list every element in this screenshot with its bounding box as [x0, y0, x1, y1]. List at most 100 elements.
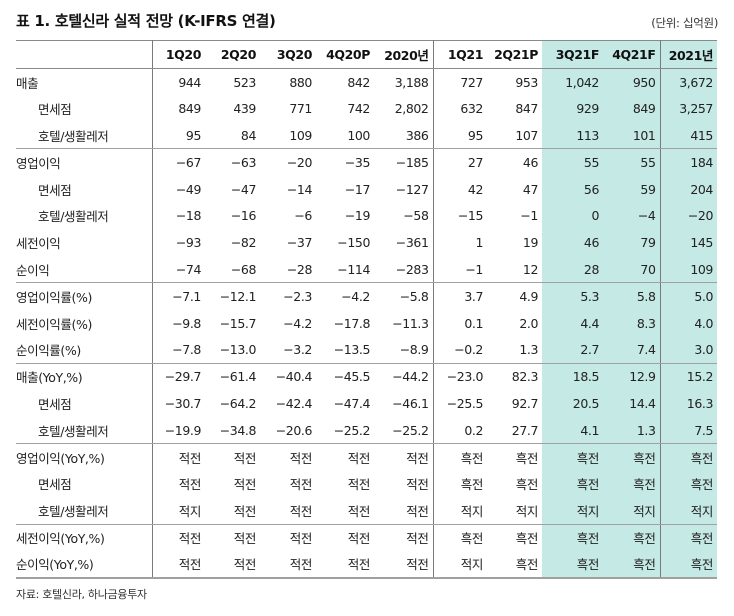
- row-label: 면세점: [16, 390, 153, 417]
- value-cell: 흑전: [460, 450, 484, 466]
- value-cell: 적전: [178, 450, 202, 466]
- value-cell: 109: [260, 122, 316, 150]
- value-cell: −61.4: [219, 369, 257, 385]
- value-cell: 771: [289, 101, 312, 117]
- value-cell: 흑전: [515, 477, 539, 493]
- value-cell: −16: [230, 208, 257, 224]
- value-cell: 14.4: [603, 390, 661, 417]
- value-cell: −1: [433, 256, 487, 284]
- value-cell: 12.9: [603, 363, 661, 391]
- value-cell: −11.3: [374, 309, 434, 337]
- value-cell: −17: [344, 181, 371, 197]
- table-row: 세전이익률(%) −9.8 −15.7 −4.2 −17.8 −11.3 0.1 2.0 4.4…: [16, 309, 717, 337]
- value-cell: 100: [316, 122, 374, 150]
- value-cell: 적전: [289, 450, 313, 466]
- value-cell: 950: [603, 68, 661, 96]
- col-header: 3Q20: [260, 40, 316, 69]
- value-cell: 847: [515, 101, 538, 117]
- value-cell: −82: [230, 235, 257, 251]
- value-cell: −46.1: [374, 390, 434, 417]
- table-row: 호텔/생활레저 −19.9 −34.8 −20.6 −25.2 −25.2 0.2 27.7 4…: [16, 416, 717, 445]
- value-cell: −34.8: [205, 416, 260, 445]
- value-cell: −8.9: [374, 336, 434, 364]
- value-cell: 929: [542, 95, 603, 123]
- table-row: 순이익(YoY,%) 적전 적전 적전 적전 적전 적지 흑전 흑전 흑전 흑전: [16, 550, 717, 579]
- table-row: 순이익 −74 −68 −28 −114 −283 −1 12 28 70 109: [16, 256, 717, 284]
- value-cell: 2,802: [374, 95, 434, 123]
- value-cell: 56: [542, 175, 603, 203]
- value-cell: 415: [660, 122, 717, 150]
- value-cell: 55: [542, 148, 603, 176]
- value-cell: −19: [344, 208, 371, 224]
- value-cell: −13.5: [316, 336, 374, 364]
- value-cell: 2.7: [542, 336, 603, 364]
- value-cell: 적전: [178, 477, 202, 493]
- value-cell: −58: [374, 202, 434, 230]
- value-cell: 12: [487, 256, 542, 284]
- value-cell: −23.0: [446, 369, 484, 385]
- value-cell: 3,672: [660, 68, 717, 96]
- row-label: 면세점: [16, 470, 153, 498]
- value-cell: −29.7: [164, 369, 202, 385]
- value-cell: 적지: [433, 550, 487, 579]
- value-cell: 적지: [433, 497, 487, 525]
- col-header: 2020년: [374, 40, 434, 69]
- value-cell: 70: [603, 256, 661, 284]
- value-cell: 5.3: [542, 282, 603, 310]
- value-cell: −20: [660, 202, 717, 230]
- col-header: 1Q21: [433, 40, 487, 69]
- row-label: 세전이익: [16, 229, 153, 257]
- value-cell: 944: [178, 74, 201, 90]
- value-cell: −4.2: [341, 289, 370, 305]
- header-row: 1Q20 2Q20 3Q20 4Q20P 2020년 1Q21 2Q21P 3Q…: [16, 40, 717, 69]
- value-cell: 적전: [205, 497, 260, 525]
- row-label: 영업이익률(%): [16, 282, 153, 310]
- value-cell: 145: [660, 229, 717, 257]
- value-cell: 흑전: [542, 470, 603, 498]
- value-cell: 5.8: [603, 282, 661, 310]
- table-row: 호텔/생활레저 −18 −16 −6 −19 −58 −15 −1 0 −4 −20: [16, 202, 717, 230]
- col-header: 3Q21F: [542, 40, 603, 69]
- value-cell: −40.4: [275, 369, 313, 385]
- row-label: 호텔/생활레저: [16, 416, 153, 445]
- value-cell: 101: [603, 122, 661, 150]
- value-cell: 632: [460, 101, 483, 117]
- table-row: 영업이익 −67 −63 −20 −35 −185 27 46 55 55 184: [16, 148, 717, 176]
- value-cell: −4: [603, 202, 661, 230]
- value-cell: 적전: [289, 477, 313, 493]
- value-cell: 59: [603, 175, 661, 203]
- value-cell: 184: [660, 148, 717, 176]
- value-cell: −42.4: [275, 395, 313, 411]
- value-cell: −74: [152, 256, 205, 284]
- value-cell: 적전: [347, 477, 371, 493]
- value-cell: 3,188: [374, 68, 434, 96]
- value-cell: −25.2: [316, 416, 374, 445]
- value-cell: 적전: [233, 531, 257, 547]
- value-cell: 5.0: [660, 282, 717, 310]
- value-cell: −45.5: [333, 369, 371, 385]
- value-cell: 15.2: [660, 363, 717, 391]
- value-cell: 흑전: [515, 531, 539, 547]
- value-cell: −20: [286, 155, 313, 171]
- value-cell: 적전: [260, 497, 316, 525]
- value-cell: 4.9: [519, 289, 538, 305]
- value-cell: −68: [205, 256, 260, 284]
- value-cell: 849: [178, 101, 201, 117]
- value-cell: 적지: [152, 497, 205, 525]
- value-cell: 0.1: [464, 315, 483, 331]
- value-cell: 79: [603, 229, 661, 257]
- value-cell: 흑전: [660, 550, 717, 579]
- value-cell: 흑전: [542, 443, 603, 471]
- value-cell: 적지: [660, 497, 717, 525]
- table-row: 세전이익 −93 −82 −37 −150 −361 1 19 46 79 145: [16, 229, 717, 257]
- value-cell: −185: [374, 148, 434, 176]
- value-cell: 적전: [374, 550, 434, 579]
- value-cell: 흑전: [542, 524, 603, 551]
- value-cell: 적전: [205, 550, 260, 579]
- value-cell: −20.6: [260, 416, 316, 445]
- value-cell: 84: [205, 122, 260, 150]
- value-cell: 20.5: [542, 390, 603, 417]
- value-cell: 2.0: [519, 315, 538, 331]
- value-cell: 16.3: [660, 390, 717, 417]
- value-cell: 1.3: [603, 416, 661, 445]
